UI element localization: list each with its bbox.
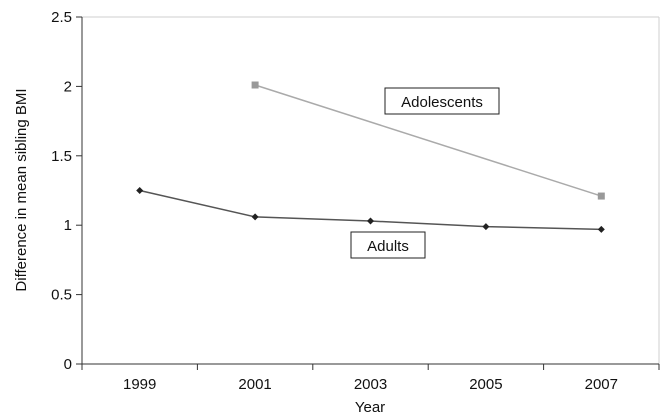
adults-data-point bbox=[482, 223, 490, 231]
y-tick-label: 1 bbox=[64, 217, 72, 234]
adolescents-data-point bbox=[251, 81, 259, 89]
y-tick-label: 2.5 bbox=[51, 9, 72, 26]
adults-data-point bbox=[597, 225, 605, 233]
y-tick-label: 0.5 bbox=[51, 287, 72, 304]
x-tick-label: 1999 bbox=[123, 376, 156, 393]
x-tick-label: 2003 bbox=[354, 376, 387, 393]
x-tick-label: 2005 bbox=[469, 376, 502, 393]
adolescents-data-point bbox=[597, 192, 605, 200]
adults-data-point bbox=[251, 213, 259, 221]
adolescents-label-text: Adolescents bbox=[401, 94, 483, 111]
adolescents-series-label: Adolescents bbox=[384, 87, 500, 115]
x-axis-ticks: 1999 2001 2003 2005 2007 bbox=[81, 364, 660, 393]
adolescents-label-box bbox=[384, 87, 500, 115]
adults-series-label: Adults bbox=[350, 231, 426, 259]
adults-label-box bbox=[350, 231, 426, 259]
adults-label-text: Adults bbox=[367, 238, 409, 255]
x-tick-label: 2007 bbox=[585, 376, 618, 393]
adults-data-point bbox=[367, 217, 374, 225]
y-tick-label: 1.5 bbox=[51, 148, 72, 165]
y-axis-title: Difference in mean sibling BMI bbox=[13, 88, 30, 291]
y-axis-ticks: 0 0.5 1 1.5 2 2.5 bbox=[51, 9, 82, 373]
series-markers bbox=[136, 81, 605, 233]
x-axis-title: Year bbox=[355, 399, 385, 416]
x-tick-label: 2001 bbox=[238, 376, 271, 393]
y-tick-label: 0 bbox=[64, 356, 72, 373]
adults-data-point bbox=[136, 187, 144, 194]
adolescents-series-line bbox=[254, 84, 602, 197]
series-lines bbox=[139, 84, 602, 231]
y-tick-label: 2 bbox=[64, 78, 72, 95]
